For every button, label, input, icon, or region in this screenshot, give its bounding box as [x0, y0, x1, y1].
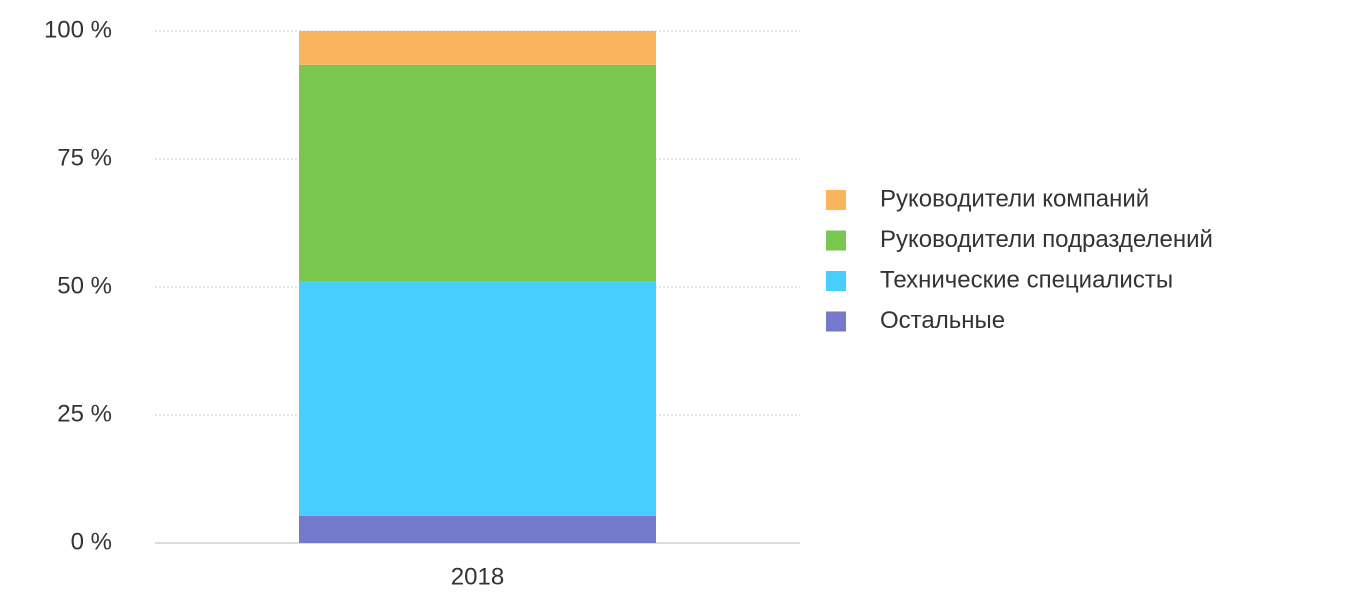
- y-tick-label: 75 %: [57, 144, 112, 171]
- legend-label: Остальные: [880, 307, 1005, 334]
- legend-label: Технические специалисты: [880, 266, 1173, 293]
- legend-swatch: [826, 311, 846, 332]
- legend-label: Руководители подразделений: [880, 226, 1213, 253]
- y-tick-label: 25 %: [57, 400, 112, 427]
- legend-swatch: [826, 271, 846, 291]
- bar-segment: [299, 515, 656, 543]
- bar-segment: [299, 31, 656, 65]
- bar-segment: [299, 281, 656, 516]
- legend-swatch: [826, 190, 846, 210]
- y-tick-label: 100 %: [44, 16, 112, 43]
- bar-segment: [299, 64, 656, 282]
- y-tick-label: 0 %: [71, 528, 112, 555]
- legend-label: Руководители компаний: [880, 185, 1149, 212]
- legend-swatch: [826, 230, 846, 251]
- y-tick-label: 50 %: [57, 272, 112, 299]
- x-tick-label: 2018: [451, 563, 504, 590]
